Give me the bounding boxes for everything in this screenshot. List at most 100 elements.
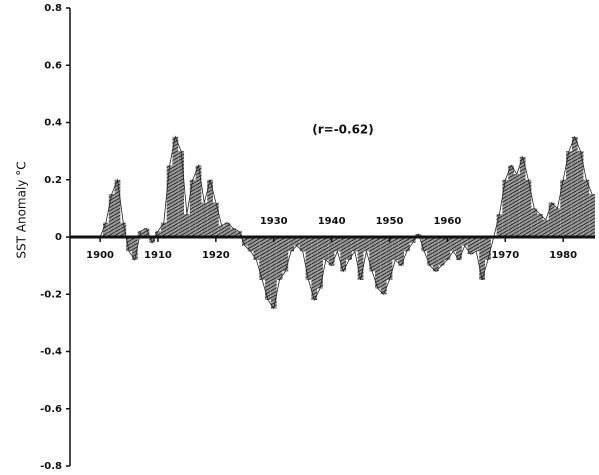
area-column	[311, 237, 318, 300]
area-column	[189, 179, 196, 237]
area-column	[114, 179, 121, 237]
area-outline	[99, 135, 593, 310]
area-column	[294, 237, 300, 246]
area-column	[577, 151, 584, 237]
area-column	[102, 222, 109, 237]
area-column	[184, 214, 190, 237]
area-column	[571, 136, 578, 237]
area-column	[172, 136, 179, 237]
area-column	[299, 237, 306, 252]
x-tick-label: 1980	[549, 250, 577, 261]
area-column	[537, 214, 543, 237]
area-column	[548, 202, 555, 237]
x-tick-label: 1950	[376, 216, 404, 227]
area-column	[467, 237, 474, 255]
y-tick-label: -0.2	[40, 289, 62, 300]
area-column	[479, 237, 486, 280]
area-column	[444, 237, 451, 260]
area-column	[398, 237, 404, 266]
y-tick-label: 0	[55, 232, 62, 243]
area-column	[259, 237, 266, 280]
area-column	[351, 237, 358, 252]
area-column	[305, 237, 312, 280]
area-column	[155, 231, 161, 237]
area-column	[461, 237, 468, 246]
area-column	[108, 194, 115, 237]
area-column	[207, 179, 213, 237]
x-tick-label: 1970	[491, 250, 519, 261]
y-tick-label: 0.4	[44, 118, 62, 129]
area-column	[241, 237, 248, 246]
x-tick-label: 1960	[433, 216, 461, 227]
x-tick-label: 1920	[202, 250, 230, 261]
area-column	[525, 179, 532, 237]
area-column	[253, 237, 260, 260]
area-column	[380, 237, 387, 295]
area-column	[427, 237, 433, 266]
area-column	[143, 228, 150, 237]
area-column	[392, 237, 399, 260]
area-column	[276, 237, 283, 280]
area-column	[282, 237, 289, 272]
area-column	[508, 165, 514, 237]
area-column	[270, 237, 277, 309]
area-column	[485, 237, 491, 260]
area-column	[473, 237, 480, 252]
annotation: (r=-0.62)	[312, 123, 374, 137]
area-column	[346, 237, 352, 260]
area-column	[230, 228, 237, 237]
y-tick-label: 0.2	[44, 175, 62, 186]
y-tick-label: -0.4	[40, 347, 62, 358]
area-column	[160, 222, 167, 237]
y-tick-label: 0.8	[44, 3, 62, 14]
area-column	[178, 151, 185, 237]
area-column	[317, 237, 323, 289]
area-column	[328, 237, 335, 266]
area-column	[236, 231, 242, 237]
area-column	[438, 237, 445, 266]
area-column	[131, 237, 138, 260]
area-column	[566, 151, 572, 237]
area-column	[513, 174, 520, 237]
x-tick-label: 1900	[86, 250, 114, 261]
area-column	[589, 194, 595, 237]
area-column	[560, 179, 567, 237]
x-tick-label: 1910	[144, 250, 172, 261]
area-column	[357, 237, 364, 280]
area-column	[340, 237, 347, 272]
area-column	[456, 237, 462, 260]
area-column	[201, 202, 208, 237]
area-column	[166, 165, 173, 237]
area-column	[363, 237, 370, 252]
area-column	[450, 237, 457, 252]
area-column	[322, 237, 329, 260]
area-column	[531, 208, 538, 237]
area-column	[403, 237, 410, 252]
area-column	[212, 202, 219, 237]
area-column	[224, 222, 231, 237]
area-column	[554, 208, 561, 237]
area-column	[502, 179, 509, 237]
area-column	[519, 156, 526, 237]
area-column	[126, 237, 132, 252]
y-tick-label: -0.8	[40, 461, 62, 472]
y-axis-label: SST Anomaly °C	[15, 161, 29, 258]
area-column	[432, 237, 439, 272]
y-tick-label: 0.6	[44, 60, 62, 71]
x-tick-label: 1940	[318, 216, 346, 227]
area-column	[247, 237, 254, 252]
y-tick-label: -0.6	[40, 404, 62, 415]
area-column	[421, 237, 428, 252]
area-column	[195, 165, 202, 237]
area-column	[334, 237, 341, 252]
area-column	[369, 237, 376, 272]
area-column	[149, 237, 156, 243]
area-column	[496, 214, 503, 237]
area-column	[218, 225, 225, 237]
area-column	[386, 237, 393, 280]
area-column	[288, 237, 295, 252]
area-column	[583, 179, 590, 237]
area-column	[409, 237, 416, 243]
area-column	[542, 219, 549, 237]
